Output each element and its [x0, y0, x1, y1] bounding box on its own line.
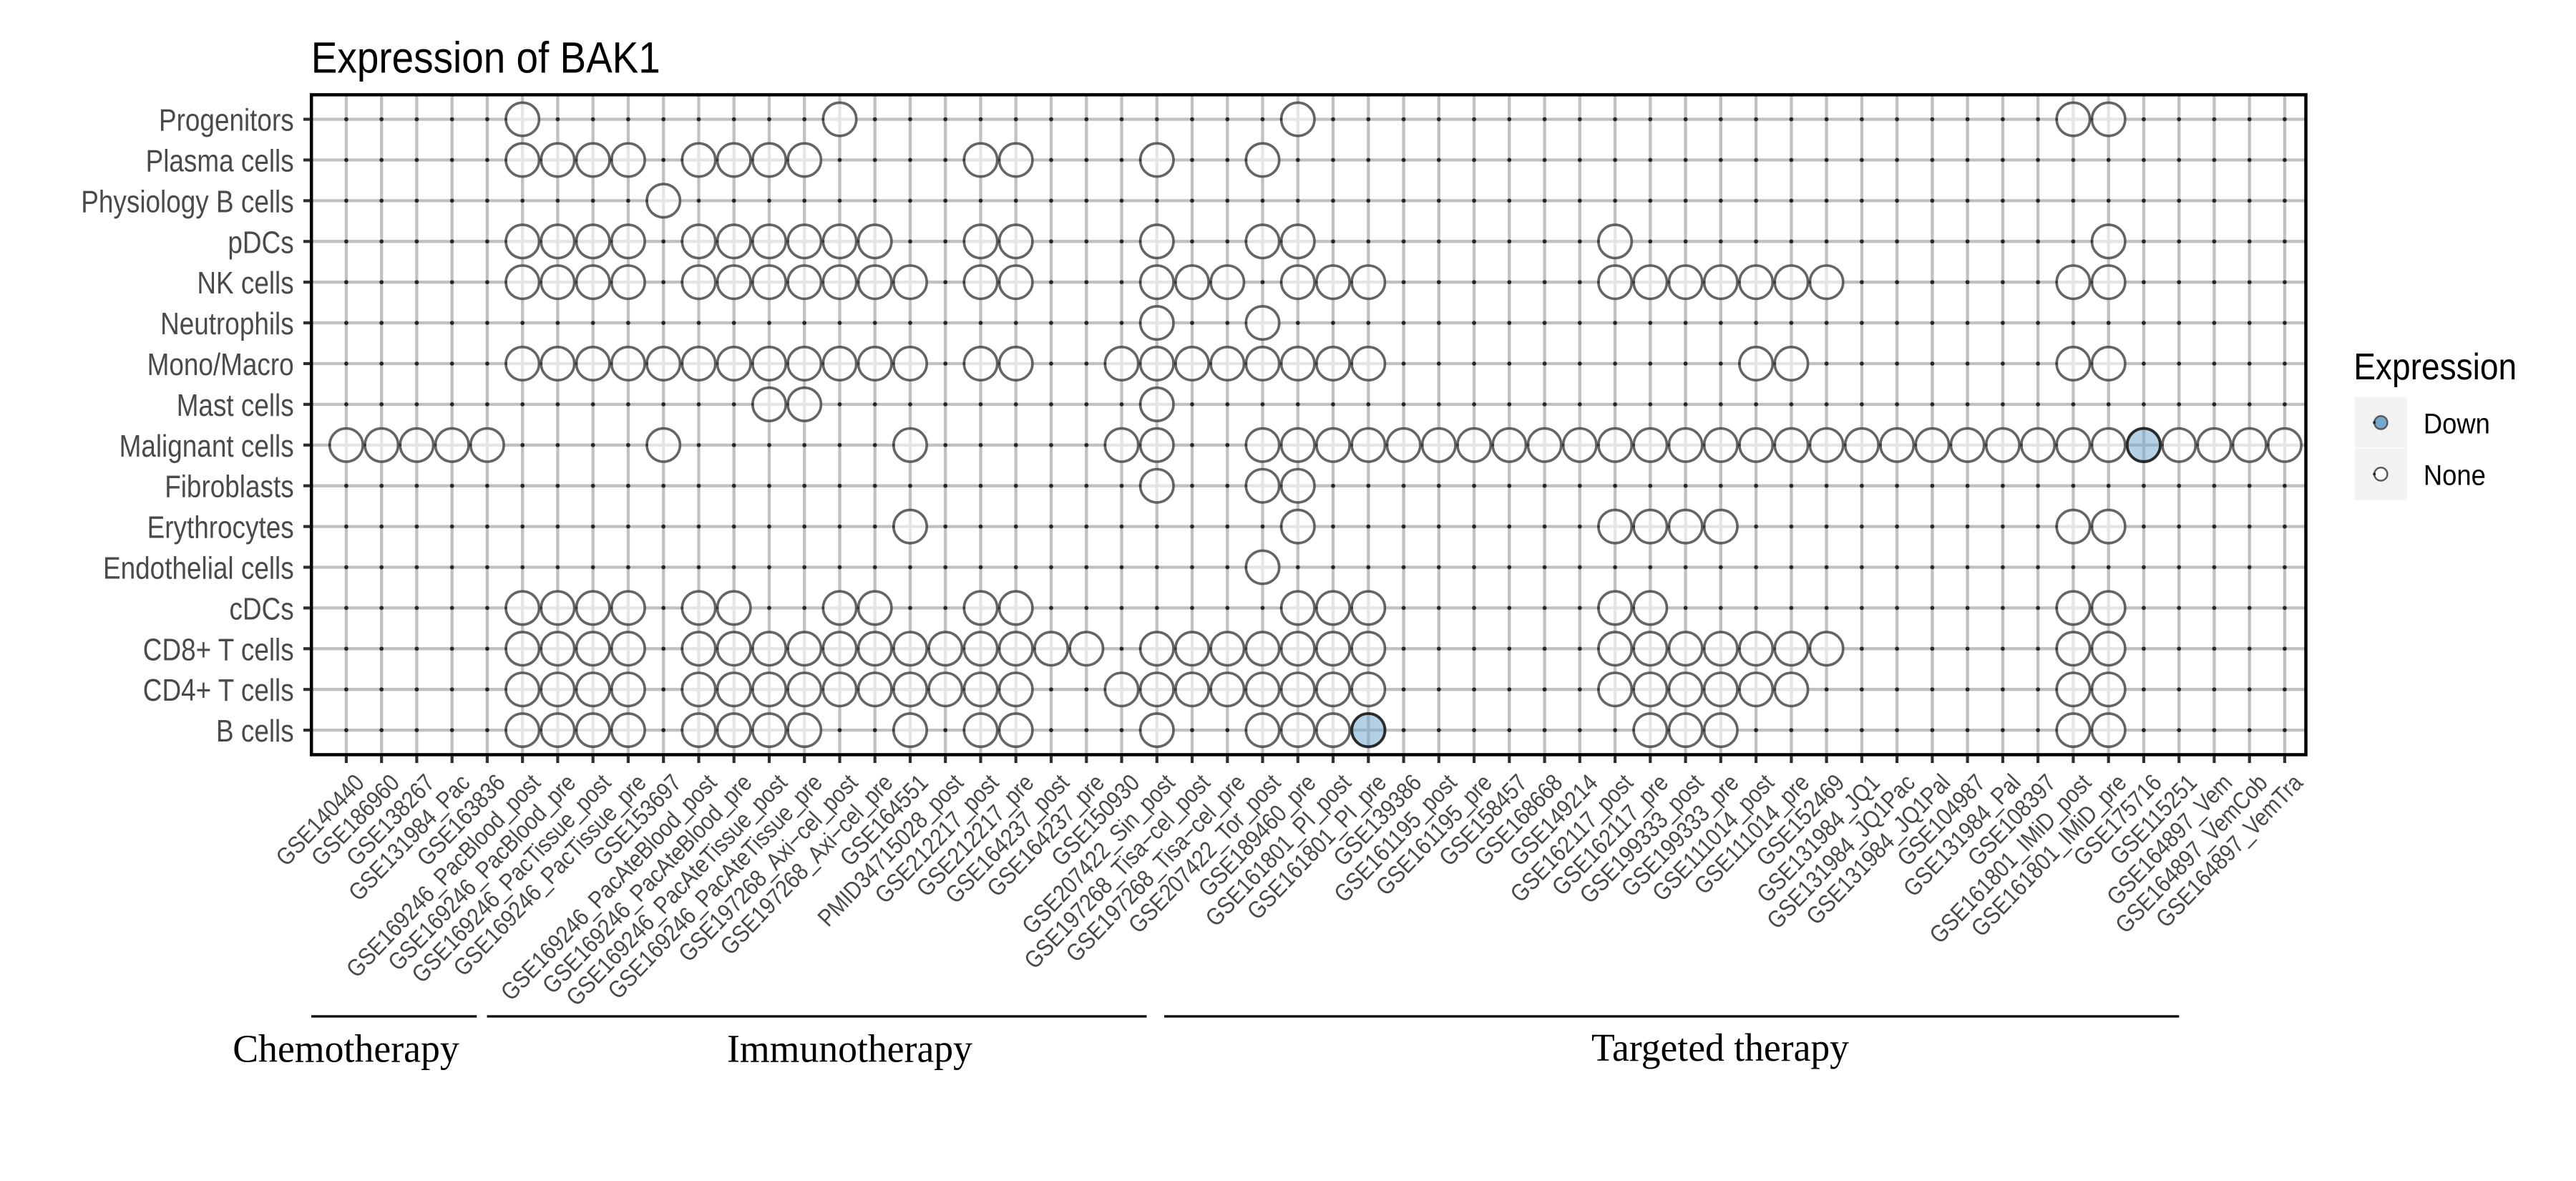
- svg-text:Mono/Macro: Mono/Macro: [147, 347, 294, 382]
- svg-text:Fibroblasts: Fibroblasts: [165, 470, 294, 505]
- svg-text:Endothelial cells: Endothelial cells: [103, 551, 294, 586]
- svg-text:Targeted therapy: Targeted therapy: [1591, 1026, 1849, 1070]
- svg-text:Expression of BAK1: Expression of BAK1: [311, 34, 660, 83]
- svg-text:Down: Down: [2424, 409, 2490, 440]
- svg-text:CD8+ T cells: CD8+ T cells: [143, 632, 294, 667]
- svg-text:Neutrophils: Neutrophils: [160, 306, 294, 341]
- svg-text:Erythrocytes: Erythrocytes: [147, 510, 294, 545]
- svg-text:Plasma cells: Plasma cells: [146, 144, 294, 179]
- svg-text:CD4+ T cells: CD4+ T cells: [143, 673, 294, 708]
- svg-text:Progenitors: Progenitors: [159, 103, 294, 138]
- svg-text:None: None: [2424, 460, 2486, 492]
- svg-text:cDCs: cDCs: [230, 591, 294, 626]
- svg-text:B cells: B cells: [216, 714, 294, 749]
- svg-text:Physiology B cells: Physiology B cells: [81, 184, 293, 219]
- svg-text:NK cells: NK cells: [197, 266, 293, 301]
- svg-text:Chemotherapy: Chemotherapy: [233, 1028, 459, 1071]
- svg-text:Malignant cells: Malignant cells: [119, 429, 294, 464]
- svg-text:pDCs: pDCs: [228, 225, 293, 260]
- svg-text:Mast cells: Mast cells: [177, 388, 294, 423]
- svg-text:Expression: Expression: [2353, 346, 2517, 387]
- svg-text:Immunotherapy: Immunotherapy: [727, 1028, 972, 1071]
